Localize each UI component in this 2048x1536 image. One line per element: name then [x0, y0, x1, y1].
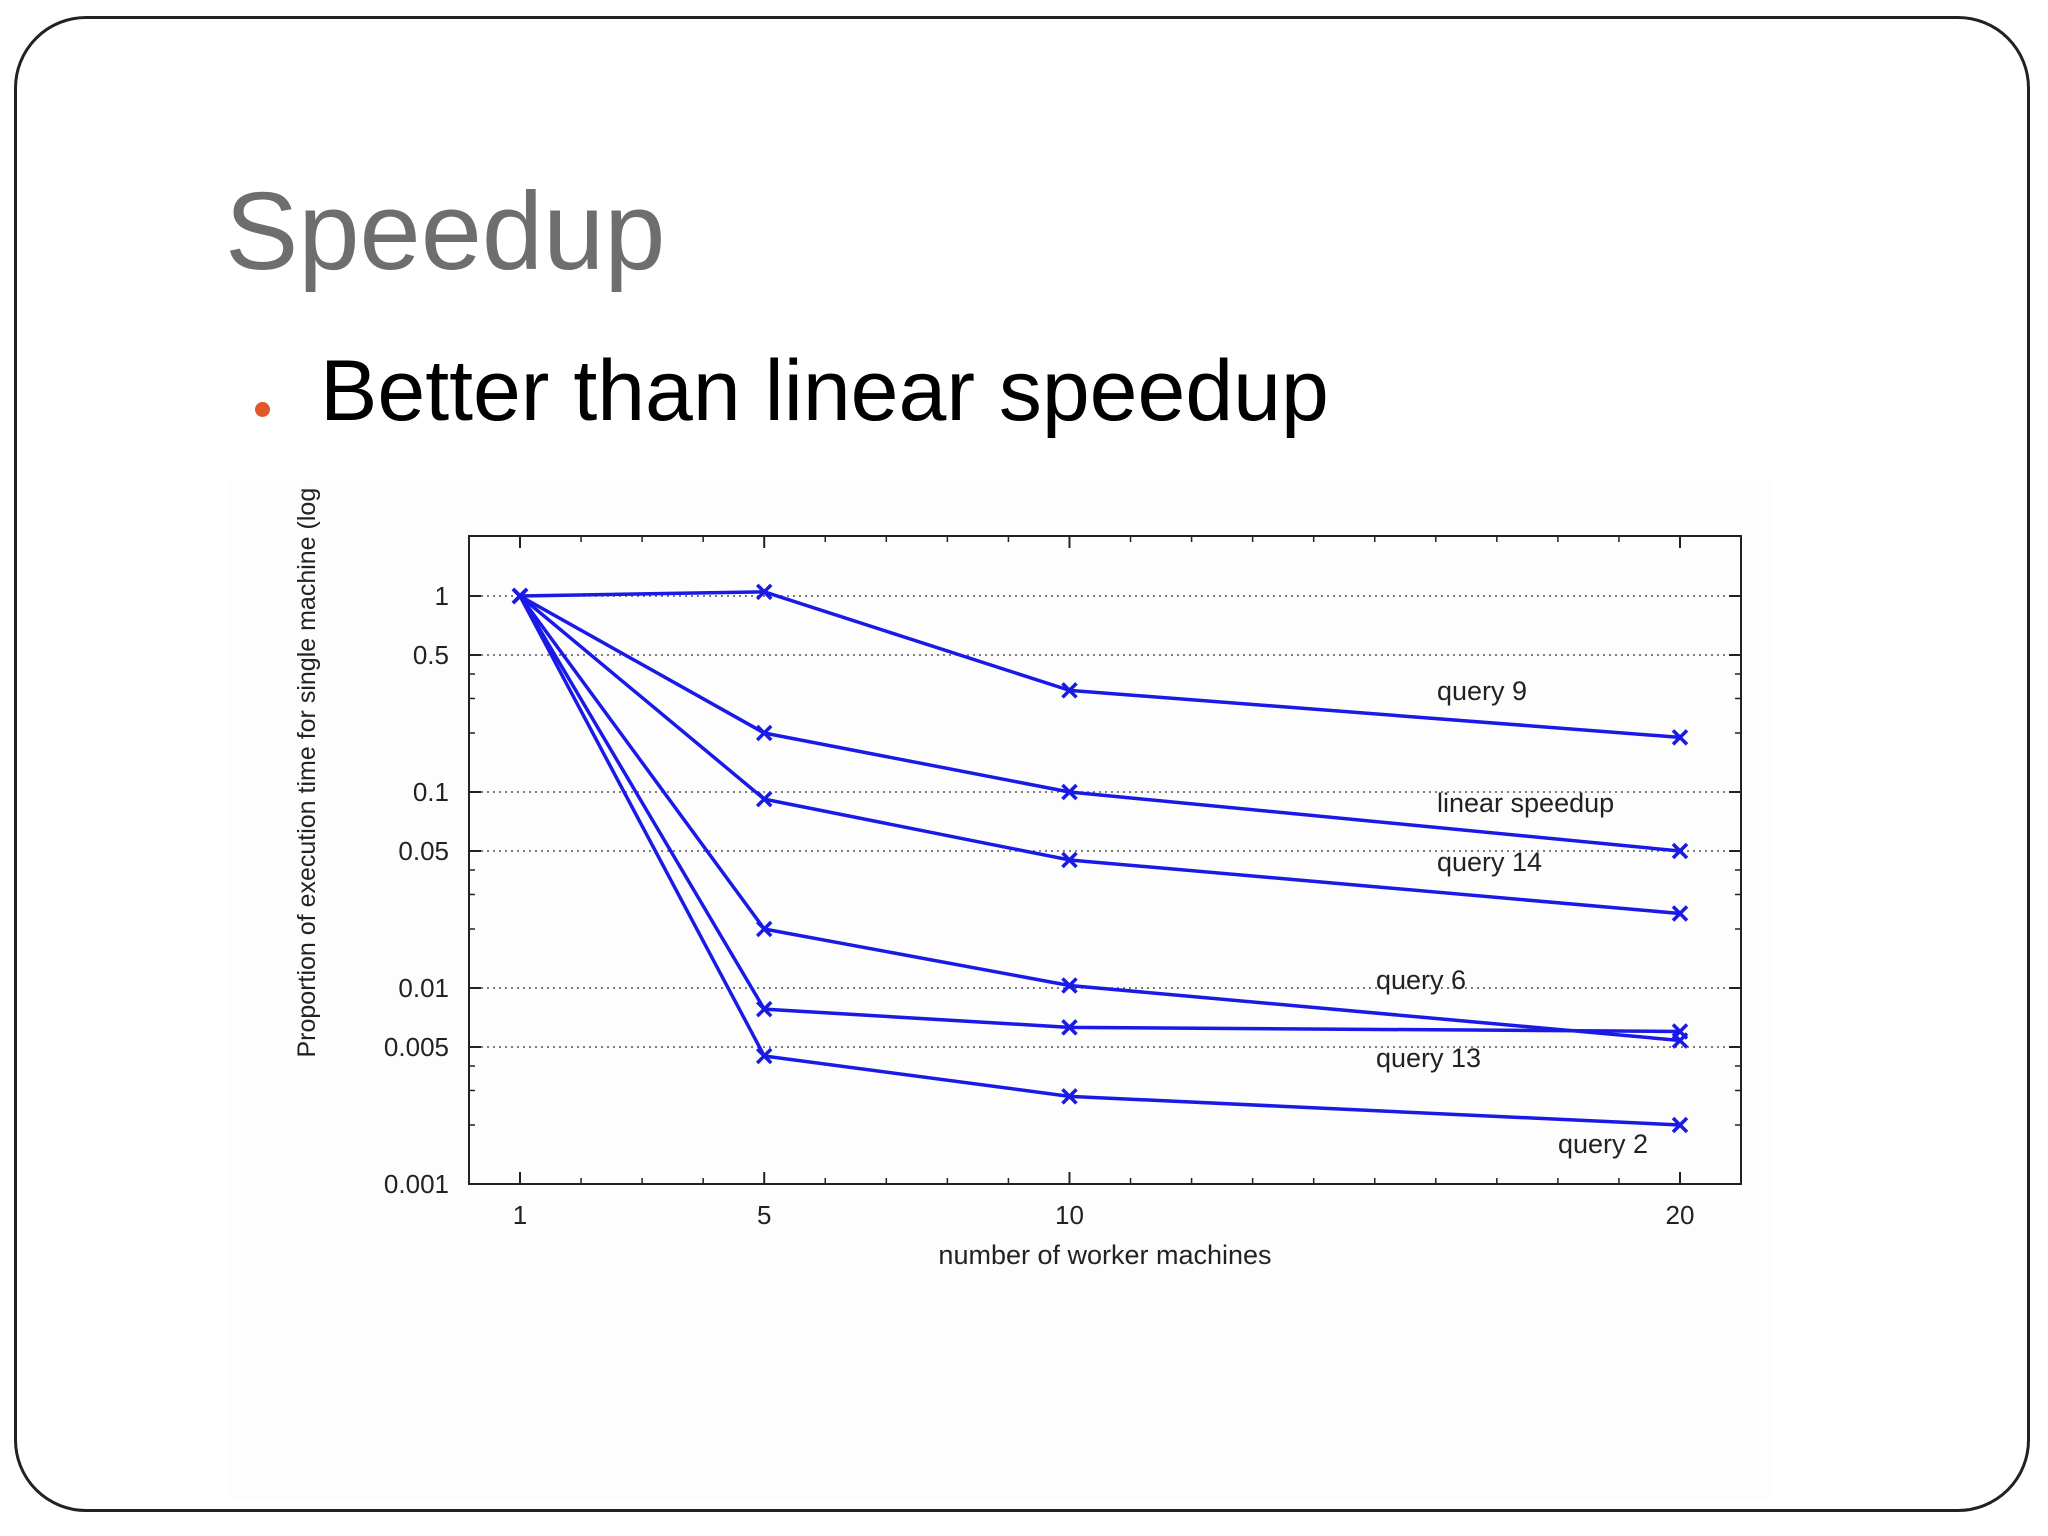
data-point [755, 724, 773, 742]
series-line-query-2 [518, 595, 1681, 1127]
data-point [755, 1047, 773, 1065]
x-tick-label: 10 [1055, 1200, 1084, 1230]
data-point [1061, 682, 1078, 699]
series-label: linear speedup [1437, 788, 1614, 818]
data-point-stroke [1061, 977, 1078, 994]
series-label: query 2 [1558, 1129, 1648, 1159]
series-label: query 6 [1376, 965, 1466, 995]
y-tick-label: 1 [435, 581, 449, 611]
tick-layer: 1 0.5 0.1 0.05 0.01 0.005 0.001 1 5 10 20 [384, 536, 1741, 1230]
slide-title: Speedup [225, 170, 666, 293]
data-point [1061, 783, 1078, 801]
data-point [1671, 905, 1689, 922]
series-label: query 9 [1437, 676, 1527, 706]
data-point-stroke [755, 583, 773, 601]
series-line-linear-speedup [519, 594, 1681, 853]
grid-layer [469, 595, 1741, 1048]
data-point-stroke [755, 920, 773, 938]
data-point [755, 583, 773, 601]
x-tick-label: 20 [1666, 1200, 1695, 1230]
y-tick-label: 0.1 [413, 777, 449, 807]
plot-frame [468, 535, 1742, 1185]
y-tick-label: 0.005 [384, 1032, 449, 1062]
data-point [1671, 1023, 1689, 1040]
data-point [1671, 1116, 1689, 1134]
series-label: query 13 [1376, 1043, 1481, 1073]
x-axis-label: number of worker machines [938, 1240, 1271, 1270]
data-point-stroke [755, 724, 773, 742]
bullet-dot [255, 402, 270, 417]
x-tick-label: 5 [757, 1200, 771, 1230]
data-point-stroke [511, 587, 529, 605]
data-point-stroke [1061, 851, 1078, 869]
data-point [1671, 842, 1689, 860]
data-point [755, 1000, 773, 1018]
series-line-query-6 [518, 594, 1681, 1043]
data-point-stroke [1671, 1116, 1689, 1134]
data-point-stroke [1671, 842, 1689, 860]
y-tick-label: 0.5 [413, 640, 449, 670]
bullet-text: Better than linear speedup [320, 343, 1329, 439]
data-point [1061, 851, 1078, 869]
speedup-chart: 1 0.5 0.1 0.05 0.01 0.005 0.001 1 5 10 20 query 9 l… [293, 480, 1742, 1270]
series-layer [511, 583, 1689, 1134]
data-point-stroke [755, 1000, 773, 1018]
data-point-stroke [1061, 1019, 1078, 1036]
data-point-stroke [1061, 682, 1078, 699]
data-point-stroke [1671, 905, 1689, 922]
data-point [755, 790, 773, 808]
data-point-stroke [755, 1047, 773, 1065]
data-point-stroke [1061, 1088, 1078, 1105]
series-line-query-13 [518, 595, 1681, 1034]
data-point [1061, 1019, 1078, 1036]
y-tick-label: 0.01 [398, 973, 449, 1003]
data-point-stroke [755, 790, 773, 808]
y-tick-label: 0.05 [398, 836, 449, 866]
data-point [1061, 1088, 1078, 1105]
data-point-stroke [1061, 783, 1078, 801]
series-line-query-9 [519, 590, 1681, 740]
data-point [1671, 729, 1689, 746]
data-point [1061, 977, 1078, 994]
data-point [755, 920, 773, 938]
label-layer: query 9 linear speedup query 14 query 6 quer… [1376, 676, 1648, 1159]
chart-container: 1 0.5 0.1 0.05 0.01 0.005 0.001 1 5 10 20 query 9 l… [230, 480, 1770, 1500]
data-point-stroke [1671, 729, 1689, 746]
data-point-stroke [1671, 1023, 1689, 1040]
series-label: query 14 [1437, 847, 1542, 877]
y-tick-label: 0.001 [384, 1169, 449, 1199]
x-tick-label: 1 [513, 1200, 527, 1230]
series-line-query-14 [518, 594, 1681, 916]
data-point [511, 587, 529, 605]
y-axis-label: Proportion of execution time for single … [293, 480, 321, 1058]
